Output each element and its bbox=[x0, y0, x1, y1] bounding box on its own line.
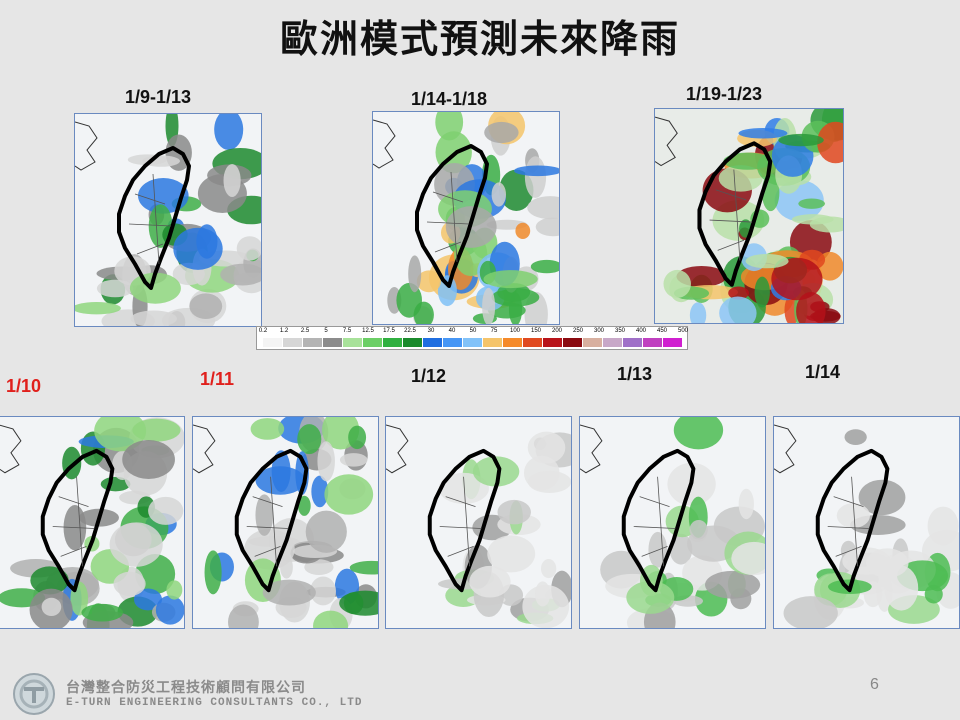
colorbar-swatch bbox=[363, 338, 383, 347]
rain-map-1-11 bbox=[192, 416, 379, 629]
rain-map-1-13 bbox=[579, 416, 766, 629]
map-label-1-10: 1/10 bbox=[6, 376, 42, 396]
colorbar-swatch bbox=[563, 338, 583, 347]
colorbar-tick: 17.5 bbox=[383, 328, 395, 334]
colorbar-swatch bbox=[603, 338, 623, 347]
company-name-chinese: 台灣整合防災工程技術顧問有限公司 bbox=[66, 680, 306, 696]
colorbar-swatch bbox=[403, 338, 423, 347]
company-logo-icon bbox=[13, 673, 55, 715]
colorbar-swatch bbox=[263, 338, 283, 347]
colorbar-tick: 2.5 bbox=[300, 328, 310, 334]
colorbar-tick: 0.2 bbox=[258, 328, 268, 334]
colorbar-swatches bbox=[263, 338, 683, 347]
colorbar-tick: 12.5 bbox=[362, 328, 374, 334]
colorbar-swatch bbox=[583, 338, 603, 347]
colorbar-swatch bbox=[443, 338, 463, 347]
map-label-1-14-1-18: 1/14-1/18 bbox=[411, 89, 488, 109]
colorbar-tick: 5 bbox=[324, 328, 328, 334]
colorbar-tick: 100 bbox=[509, 328, 521, 334]
colorbar-tick: 22.5 bbox=[404, 328, 416, 334]
colorbar-swatch bbox=[423, 338, 443, 347]
colorbar-tick: 1.2 bbox=[279, 328, 289, 334]
colorbar-swatch bbox=[383, 338, 403, 347]
map-label-1-13: 1/13 bbox=[617, 364, 653, 384]
rain-map-1-14-1-18 bbox=[372, 111, 560, 325]
company-name-english: E-TURN ENGINEERING CONSULTANTS CO., LTD bbox=[66, 697, 363, 709]
colorbar-swatch bbox=[323, 338, 343, 347]
map-label-1-14: 1/14 bbox=[805, 362, 841, 382]
map-label-1-9-1-13: 1/9-1/13 bbox=[125, 87, 192, 107]
colorbar-swatch bbox=[643, 338, 663, 347]
colorbar-tick: 7.5 bbox=[342, 328, 352, 334]
rain-map-1-19-1-23 bbox=[654, 108, 844, 324]
page-number: 6 bbox=[870, 676, 879, 693]
colorbar-tick: 150 bbox=[530, 328, 542, 334]
colorbar-swatch bbox=[283, 338, 303, 347]
colorbar-tick: 450 bbox=[656, 328, 668, 334]
colorbar-tick: 50 bbox=[469, 328, 477, 334]
colorbar-swatch bbox=[343, 338, 363, 347]
colorbar-swatch bbox=[463, 338, 483, 347]
map-label-1-12: 1/12 bbox=[411, 366, 447, 386]
colorbar-tick: 200 bbox=[551, 328, 563, 334]
colorbar-ticks: 0.2 1.2 2.5 5 7.5 12.5 17.5 22.5 30 40 50 75 100 150 2… bbox=[259, 328, 688, 336]
colorbar-swatch bbox=[623, 338, 643, 347]
colorbar-tick: 40 bbox=[448, 328, 456, 334]
colorbar-tick: 350 bbox=[614, 328, 626, 334]
colorbar-swatch bbox=[543, 338, 563, 347]
map-label-1-19-1-23: 1/19-1/23 bbox=[686, 84, 763, 104]
colorbar-swatch bbox=[303, 338, 323, 347]
colorbar-tick: 30 bbox=[427, 328, 435, 334]
slide-title: 歐洲模式預測未來降雨 bbox=[279, 17, 680, 61]
colorbar-swatch bbox=[483, 338, 503, 347]
colorbar-tick: 250 bbox=[572, 328, 584, 334]
rain-map-1-14 bbox=[773, 416, 960, 629]
colorbar-swatch bbox=[503, 338, 523, 347]
rain-map-1-9-1-13 bbox=[74, 113, 262, 327]
precipitation-colorbar: 0.2 1.2 2.5 5 7.5 12.5 17.5 22.5 30 40 50 75 100 150 2… bbox=[256, 326, 688, 350]
colorbar-tick: 500 bbox=[677, 328, 689, 334]
rain-map-1-10 bbox=[0, 416, 185, 629]
rain-map-1-12 bbox=[385, 416, 572, 629]
colorbar-tick: 75 bbox=[490, 328, 498, 334]
colorbar-swatch bbox=[663, 338, 683, 347]
map-label-1-11: 1/11 bbox=[200, 369, 235, 389]
colorbar-swatch bbox=[523, 338, 543, 347]
colorbar-tick: 400 bbox=[635, 328, 647, 334]
colorbar-tick: 300 bbox=[593, 328, 605, 334]
